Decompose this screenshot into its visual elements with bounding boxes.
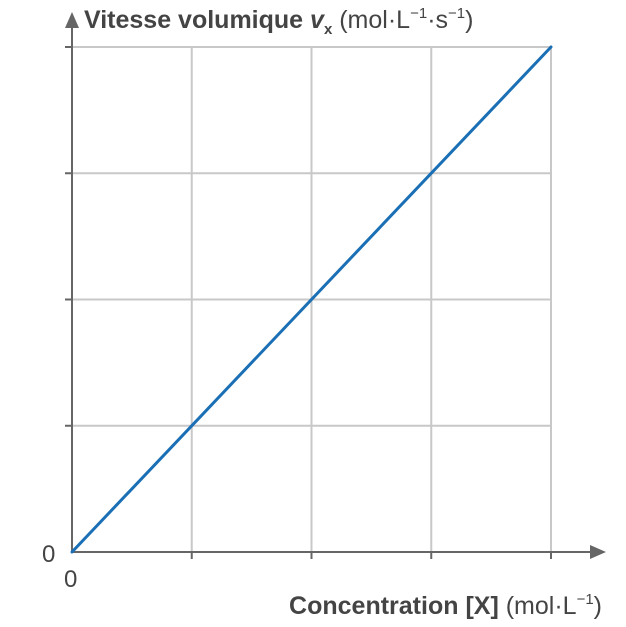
- y-axis-label: Vitesse volumique vx (mol·L−1·s−1): [84, 5, 474, 38]
- x-axis-arrow: [590, 545, 606, 559]
- x-origin-label: 0: [64, 566, 78, 593]
- axes: [65, 12, 606, 559]
- series-line: [70, 45, 553, 554]
- y-origin-label: 0: [42, 541, 56, 568]
- y-axis-arrow: [65, 12, 79, 28]
- x-axis-label: Concentration [X] (mol·L−1): [289, 591, 602, 620]
- series-layer: [70, 45, 553, 554]
